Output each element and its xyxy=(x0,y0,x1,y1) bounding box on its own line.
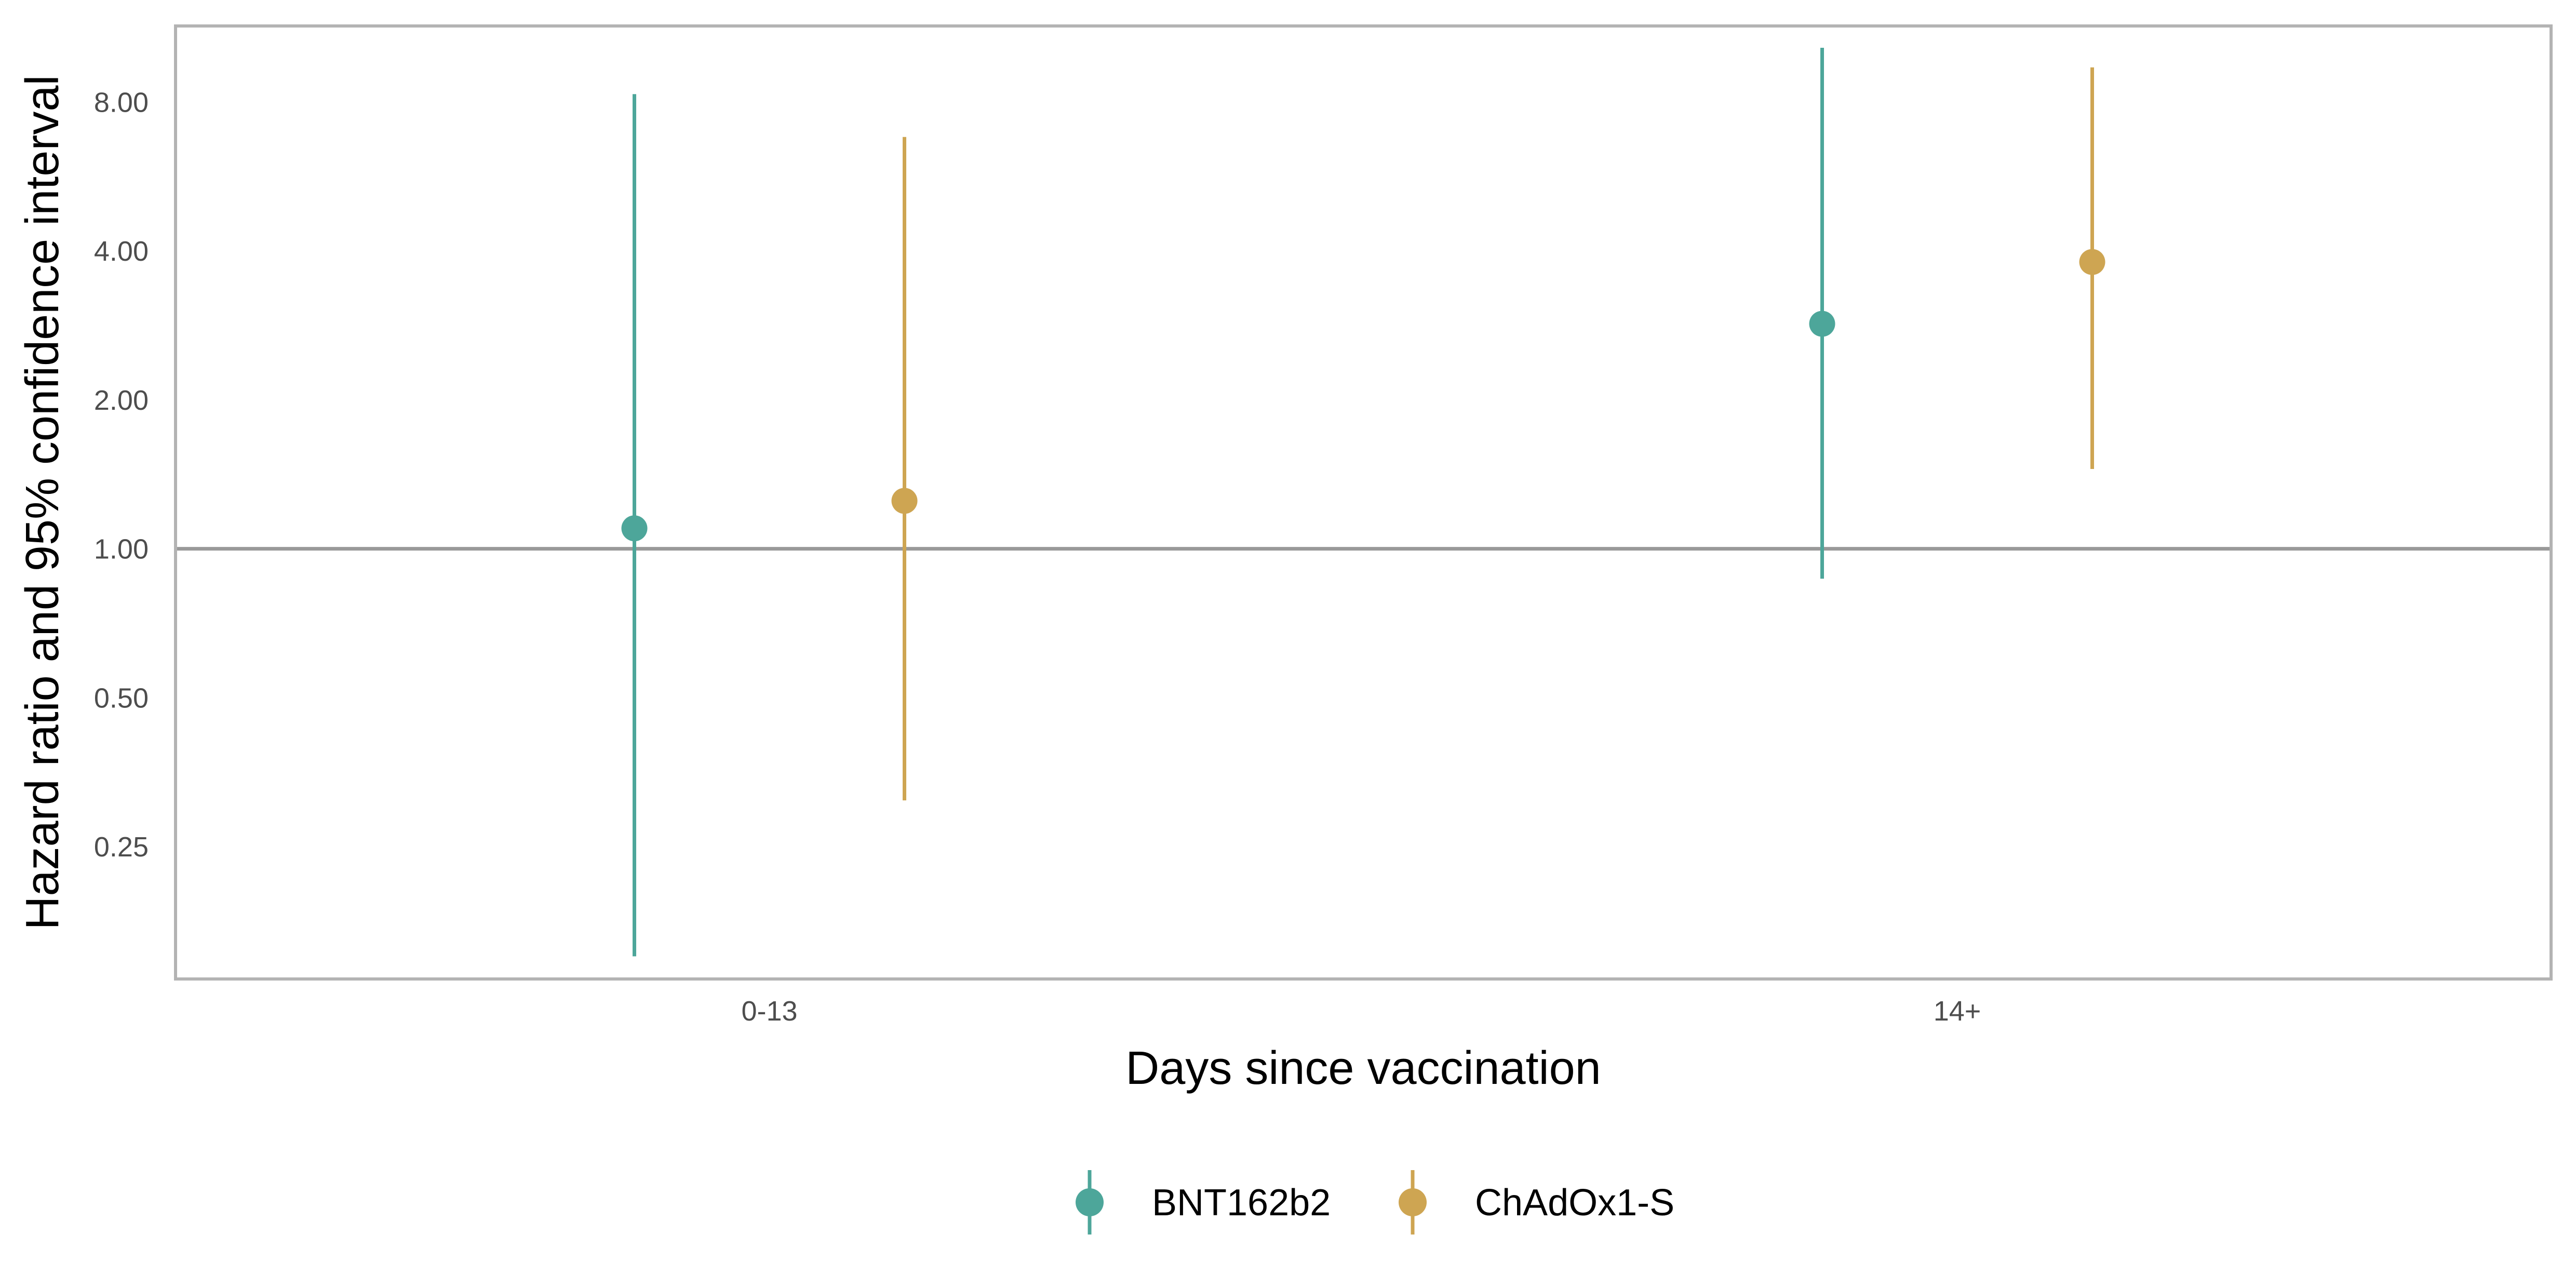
legend: BNT162b2 ChAdOx1-S xyxy=(1076,1170,1674,1235)
y-tick-label: 0.50 xyxy=(94,682,149,714)
y-tick-label: 0.25 xyxy=(94,831,149,863)
y-tick-label: 8.00 xyxy=(94,87,149,118)
legend-key-point xyxy=(1076,1188,1104,1216)
y-tick-label: 2.00 xyxy=(94,385,149,416)
y-axis-ticks: 0.25 0.50 1.00 2.00 4.00 8.00 xyxy=(94,87,149,863)
plot-panel-border xyxy=(174,24,2553,981)
data-point xyxy=(2079,249,2105,275)
chart-marks xyxy=(621,47,2105,957)
data-point xyxy=(621,515,648,542)
data-point xyxy=(1809,311,1835,337)
legend-label: ChAdOx1-S xyxy=(1475,1182,1674,1224)
x-tick-label: 14+ xyxy=(1934,996,1981,1027)
x-tick-label: 0-13 xyxy=(741,996,797,1027)
legend-key-point xyxy=(1399,1188,1427,1216)
y-axis-title: Hazard ratio and 95% confidence interval xyxy=(17,75,69,930)
x-axis-title: Days since vaccination xyxy=(1125,1042,1601,1094)
x-axis-ticks: 0-13 14+ xyxy=(741,996,1981,1027)
y-tick-label: 1.00 xyxy=(94,534,149,565)
y-tick-label: 4.00 xyxy=(94,236,149,267)
legend-label: BNT162b2 xyxy=(1152,1182,1331,1224)
data-point xyxy=(891,488,918,514)
